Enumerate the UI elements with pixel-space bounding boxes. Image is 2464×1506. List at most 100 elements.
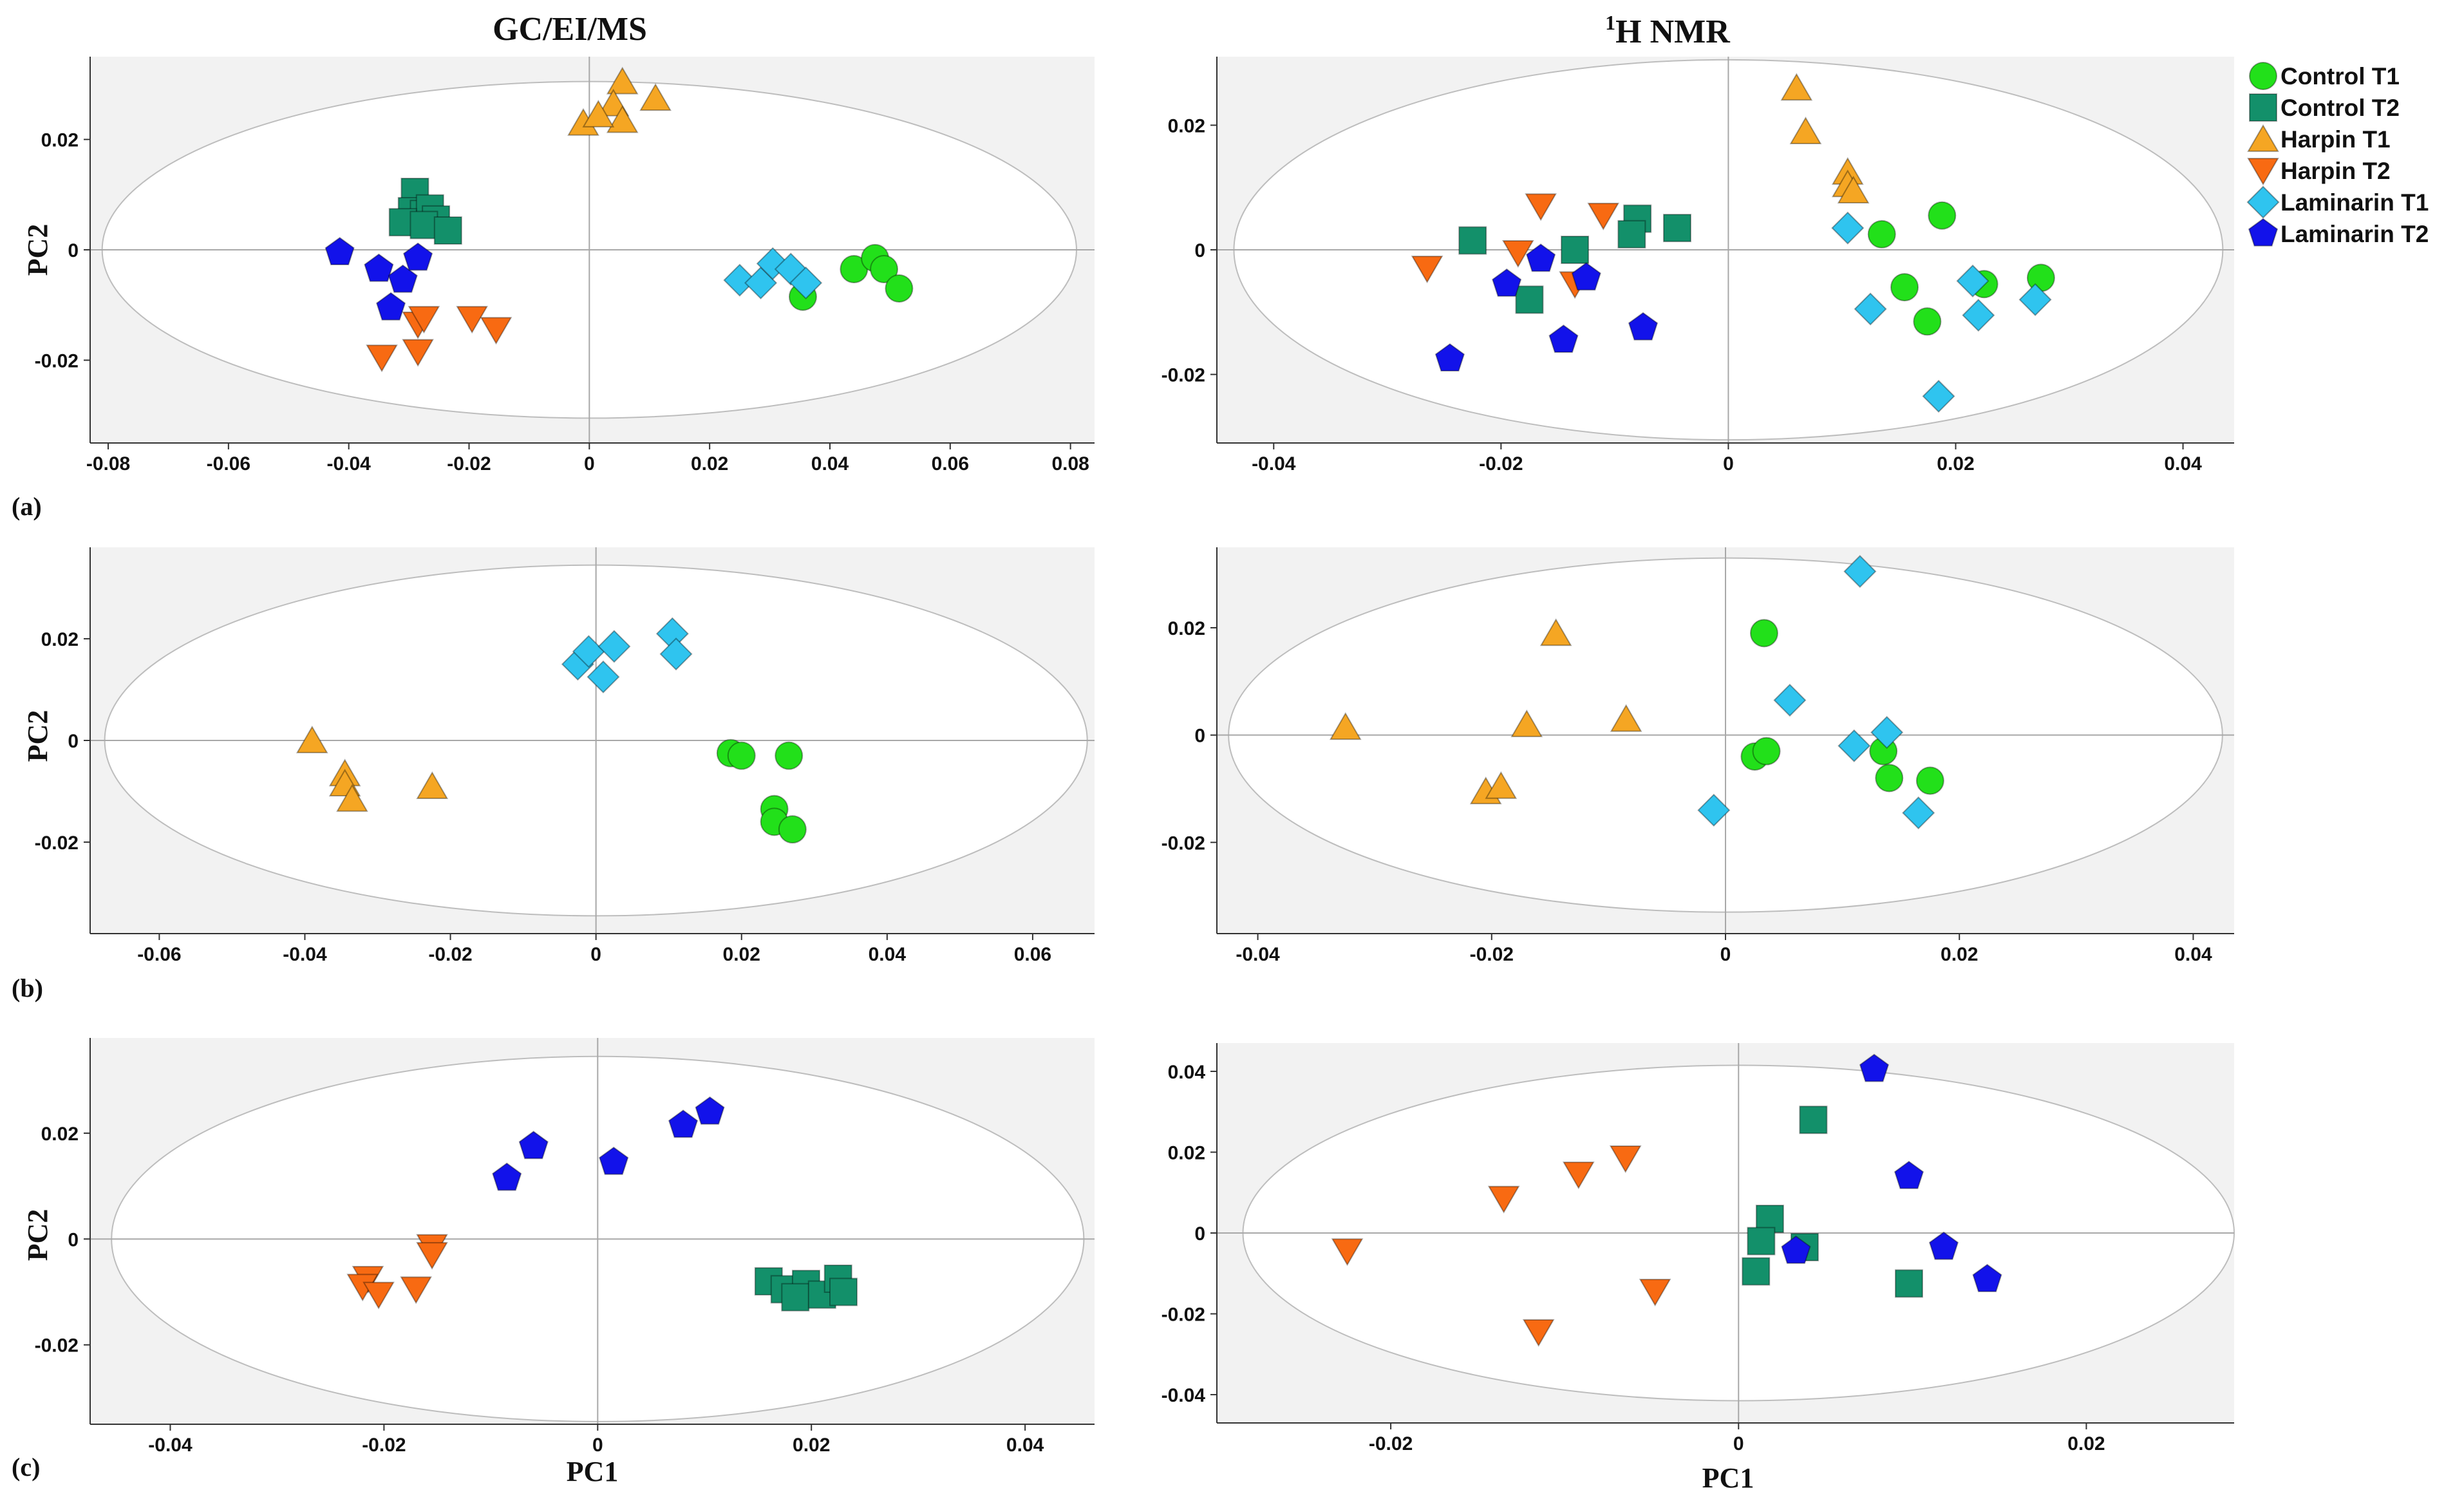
point-lt2 <box>599 1146 629 1175</box>
point-ct1 <box>1890 273 1919 302</box>
x-tick-label: 0.04 <box>811 453 849 475</box>
point-ht2 <box>400 1276 433 1304</box>
legend-label-lt1: Laminarin T1 <box>2281 189 2429 216</box>
point-lt2 <box>1928 1231 1959 1260</box>
point-lt2 <box>375 292 406 321</box>
point-lt2 <box>1571 262 1601 291</box>
point-ct2 <box>781 1283 810 1312</box>
point-ct1 <box>778 815 807 844</box>
y-tick-label: -0.02 <box>1161 365 1205 386</box>
y-tick-label: -0.02 <box>35 1335 79 1357</box>
point-lt1 <box>1922 379 1955 413</box>
plot-panels: -0.08 -0.06 -0.04 -0.02 0 0.02 0.04 0.06 0.08 0.0… <box>35 57 2235 1456</box>
legend-item-ht2: Harpin T2 <box>2247 158 2391 185</box>
panel-b-nmr: -0.04 -0.02 0 0.02 0.04 0.02 0 -0.02 <box>1161 547 2234 965</box>
col-title-gc: GC/EI/MS <box>493 11 647 48</box>
y-tick-label: 0 <box>68 731 79 752</box>
point-ht1 <box>1789 117 1822 145</box>
x-tick-label: -0.02 <box>1479 453 1523 475</box>
point-ht1 <box>336 784 368 812</box>
point-ct1 <box>1928 201 1957 230</box>
x-tick-label: 0 <box>1720 944 1731 965</box>
point-lt1 <box>597 630 631 663</box>
point-ht2 <box>1522 1319 1555 1347</box>
point-lt1 <box>1697 793 1731 827</box>
point-ct1 <box>1875 764 1904 793</box>
x-tick-label: -0.04 <box>326 453 371 475</box>
legend-item-ct2: Control T2 <box>2249 93 2400 122</box>
x-tick-label: -0.06 <box>207 453 250 475</box>
point-lt2 <box>364 253 394 282</box>
y-tick-label: 0.04 <box>1168 1062 1206 1083</box>
point-ht2 <box>366 344 398 373</box>
point-ct1 <box>727 741 756 770</box>
point-lt1 <box>1962 299 1995 332</box>
point-ht1 <box>1610 704 1642 732</box>
point-lt1 <box>2018 283 2052 316</box>
legend: Control T1 Control T2 Harpin T1 Harpin T2 La… <box>2246 62 2429 247</box>
x-tick-label: 0.02 <box>793 1435 830 1456</box>
point-ct2 <box>433 216 462 245</box>
x-tick-label: 0.02 <box>723 944 760 965</box>
point-ht2 <box>456 306 489 334</box>
point-lt1 <box>774 252 807 286</box>
legend-item-ct1: Control T1 <box>2249 62 2400 90</box>
x-axis-label-nmr: PC1 <box>1702 1462 1754 1494</box>
point-lt2 <box>492 1162 522 1191</box>
x-tick-label: 0 <box>584 453 595 475</box>
legend-marker-ht1 <box>2247 124 2279 152</box>
x-tick-label: -0.04 <box>283 944 327 965</box>
legend-item-ht1: Harpin T1 <box>2247 124 2391 153</box>
point-ct1 <box>1867 220 1896 249</box>
point-ct1 <box>885 274 914 303</box>
legend-marker-ht2 <box>2247 158 2279 185</box>
x-tick-label: 0.04 <box>2164 453 2202 475</box>
legend-label-ht1: Harpin T1 <box>2281 126 2391 153</box>
x-tick-label: -0.02 <box>362 1435 406 1456</box>
point-ht2 <box>408 306 440 334</box>
point-lt1 <box>1838 729 1871 762</box>
x-tick-label: -0.08 <box>86 453 130 475</box>
y-tick-label: 0.02 <box>41 1124 79 1145</box>
point-lt2 <box>1972 1263 2002 1292</box>
point-lt2 <box>324 236 355 265</box>
point-lt2 <box>1781 1235 1811 1264</box>
point-ht2 <box>1331 1238 1364 1266</box>
point-ht1 <box>606 105 639 133</box>
legend-marker-ct2 <box>2249 93 2277 122</box>
y-axis-label-a: PC2 <box>22 224 53 276</box>
x-tick-label: -0.02 <box>1470 944 1514 965</box>
x-tick-label: 0.02 <box>2067 1433 2105 1454</box>
point-ct2 <box>1747 1227 1776 1256</box>
legend-marker-lt1 <box>2246 185 2280 219</box>
point-ct2 <box>1799 1106 1828 1134</box>
x-tick-label: 0.06 <box>1014 944 1051 965</box>
point-ht2 <box>416 1242 448 1270</box>
y-tick-label: -0.02 <box>1161 1304 1205 1326</box>
point-ht1 <box>416 771 449 799</box>
y-axis-label-b: PC2 <box>22 710 53 762</box>
row-label-b: (b) <box>12 974 43 1002</box>
y-tick-label: 0 <box>1194 240 1205 261</box>
legend-item-lt2: Laminarin T2 <box>2248 218 2429 247</box>
point-ct2 <box>1742 1257 1771 1286</box>
x-tick-label: 0.04 <box>1006 1435 1044 1456</box>
point-lt1 <box>723 263 757 297</box>
point-lt1 <box>587 660 620 693</box>
point-lt2 <box>668 1109 699 1138</box>
row-label-c: (c) <box>12 1453 40 1482</box>
point-lt2 <box>1548 324 1579 353</box>
x-tick-label: -0.02 <box>447 453 491 475</box>
point-lt2 <box>388 264 418 293</box>
x-tick-label: 0 <box>1723 453 1734 475</box>
y-axis-label-c: PC2 <box>22 1209 53 1261</box>
point-ct1 <box>1913 307 1942 336</box>
point-lt2 <box>1526 243 1556 272</box>
panel-c-nmr: -0.02 0 0.02 0.04 0.02 0 -0.02 -0.04 <box>1161 1043 2235 1454</box>
point-ht1 <box>1780 73 1813 101</box>
point-lt1 <box>1773 683 1807 717</box>
legend-label-ht2: Harpin T2 <box>2281 158 2391 184</box>
x-tick-label: 0.04 <box>2174 944 2212 965</box>
point-lt1 <box>1854 292 1887 326</box>
point-ct1 <box>775 741 804 770</box>
